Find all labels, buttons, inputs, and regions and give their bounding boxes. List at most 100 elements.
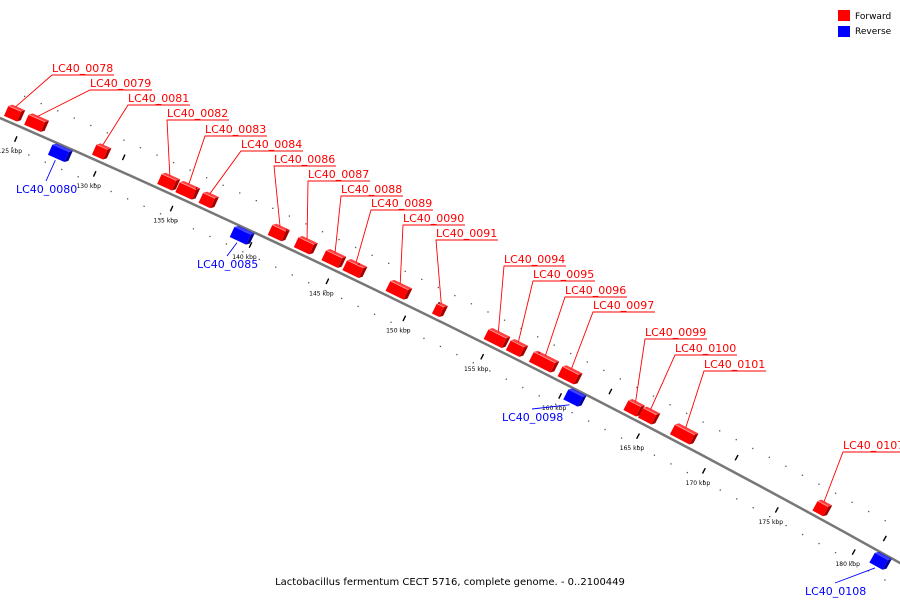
gene-highlight xyxy=(628,399,642,408)
gene-highlight xyxy=(298,236,315,245)
gene-LC40_0091[interactable] xyxy=(431,302,448,318)
gene-label: LC40_0107 xyxy=(843,439,900,452)
tick-mark xyxy=(13,136,18,143)
gene-leader-line xyxy=(685,370,766,428)
track-dot xyxy=(139,146,142,149)
track-dot xyxy=(867,570,870,572)
track-dot xyxy=(255,199,257,202)
gene-LC40_0087[interactable] xyxy=(293,235,318,255)
gene-top-face xyxy=(234,225,255,235)
gene-leader-line xyxy=(15,74,114,108)
gene-LC40_0085[interactable] xyxy=(229,225,255,245)
track-dot xyxy=(487,311,489,313)
gene-LC40_0080[interactable] xyxy=(47,143,73,163)
gene-leader-line xyxy=(650,354,737,410)
gene-side-face xyxy=(337,256,347,268)
track-dot xyxy=(586,361,588,363)
gene-front-face xyxy=(637,407,657,425)
track-dot xyxy=(123,139,125,141)
gene-LC40_0108[interactable] xyxy=(869,551,892,570)
gene-LC40_0078[interactable] xyxy=(3,104,26,122)
track-dot xyxy=(373,313,376,315)
gene-side-face xyxy=(550,361,560,373)
track-dot xyxy=(604,428,606,431)
gene-label: LC40_0098 xyxy=(502,411,563,424)
track-dot xyxy=(619,378,622,380)
track-dot xyxy=(636,386,638,389)
gene-LC40_0099[interactable] xyxy=(623,399,645,417)
tick-mark xyxy=(248,242,253,249)
tick-label: 140 kbp xyxy=(232,254,257,261)
gene-side-face xyxy=(281,230,290,242)
gene-LC40_0083[interactable] xyxy=(175,180,201,200)
tick-label: 180 kbp xyxy=(835,561,860,568)
outer-dotted-track xyxy=(23,95,886,522)
gene-side-face xyxy=(40,120,50,132)
gene-side-face xyxy=(651,413,661,425)
gene-LC40_0090[interactable] xyxy=(385,279,413,300)
tick-labels: 125 kbp 130 kbp 135 kbp 140 kbp 145 kbp 150 k… xyxy=(0,148,860,568)
gene-top-face xyxy=(488,328,511,339)
gene-side-face xyxy=(501,336,511,348)
gene-front-face xyxy=(157,173,177,191)
gene-LC40_0096[interactable] xyxy=(528,350,560,373)
gene-side-face xyxy=(822,505,833,517)
track-dot xyxy=(439,345,442,348)
track-dot xyxy=(73,117,75,119)
gene-LC40_0081[interactable] xyxy=(91,143,112,160)
track-dot xyxy=(305,223,307,225)
gene-LC40_0094[interactable] xyxy=(483,328,511,348)
gene-top-face xyxy=(562,365,583,375)
tick-mark xyxy=(608,388,613,395)
gene-LC40_0082[interactable] xyxy=(157,172,181,191)
track-dot xyxy=(222,184,224,186)
tick-mark xyxy=(701,467,706,474)
gene-leader-line xyxy=(209,150,303,194)
gene-LC40_0088[interactable] xyxy=(321,249,347,268)
track-dot xyxy=(553,344,555,346)
track-dot xyxy=(189,169,191,171)
legend: Forward Reverse xyxy=(838,10,892,37)
track-dot xyxy=(818,542,820,545)
track-dot xyxy=(801,533,804,536)
tick-mark xyxy=(882,535,887,542)
gene-LC40_0086[interactable] xyxy=(267,223,290,242)
track-dot xyxy=(40,102,42,105)
gene-front-face xyxy=(267,224,286,242)
gene-LC40_0095[interactable] xyxy=(505,339,529,357)
track-dot xyxy=(143,205,145,207)
gene-front-face xyxy=(342,260,364,278)
legend-reverse-swatch xyxy=(838,26,850,37)
track-dot xyxy=(357,305,359,307)
track-dot xyxy=(736,498,738,500)
gene-LC40_0089[interactable] xyxy=(342,259,368,278)
gene-leader-line xyxy=(571,311,655,369)
track-dot xyxy=(669,404,671,406)
track-dot xyxy=(11,147,13,149)
gene-LC40_0101[interactable] xyxy=(669,423,699,445)
track-dot xyxy=(884,520,886,522)
track-dot xyxy=(77,176,79,178)
tick-mark xyxy=(92,170,97,177)
gene-front-face xyxy=(557,366,579,385)
gene-LC40_0084[interactable] xyxy=(198,191,219,209)
track-dot xyxy=(423,337,425,340)
track-dot xyxy=(603,369,605,372)
track-dot xyxy=(106,132,109,134)
gene-LC40_0100[interactable] xyxy=(637,406,661,425)
gene-top-face xyxy=(436,302,448,308)
gene-top-face xyxy=(326,249,347,258)
tick-mark xyxy=(325,278,330,285)
track-dot xyxy=(868,510,870,513)
gene-LC40_0107[interactable] xyxy=(812,499,833,517)
gene-LC40_0079[interactable] xyxy=(24,113,50,132)
tick-label: 165 kbp xyxy=(620,445,645,452)
track-dot xyxy=(209,235,211,238)
track-dot xyxy=(555,403,557,405)
gene-LC40_0097[interactable] xyxy=(557,365,583,385)
gene-LC40_0098[interactable] xyxy=(563,388,587,407)
track-dot xyxy=(522,386,524,389)
gene-leader-line xyxy=(531,404,570,410)
track-dot xyxy=(406,329,409,331)
track-dot xyxy=(570,352,572,355)
